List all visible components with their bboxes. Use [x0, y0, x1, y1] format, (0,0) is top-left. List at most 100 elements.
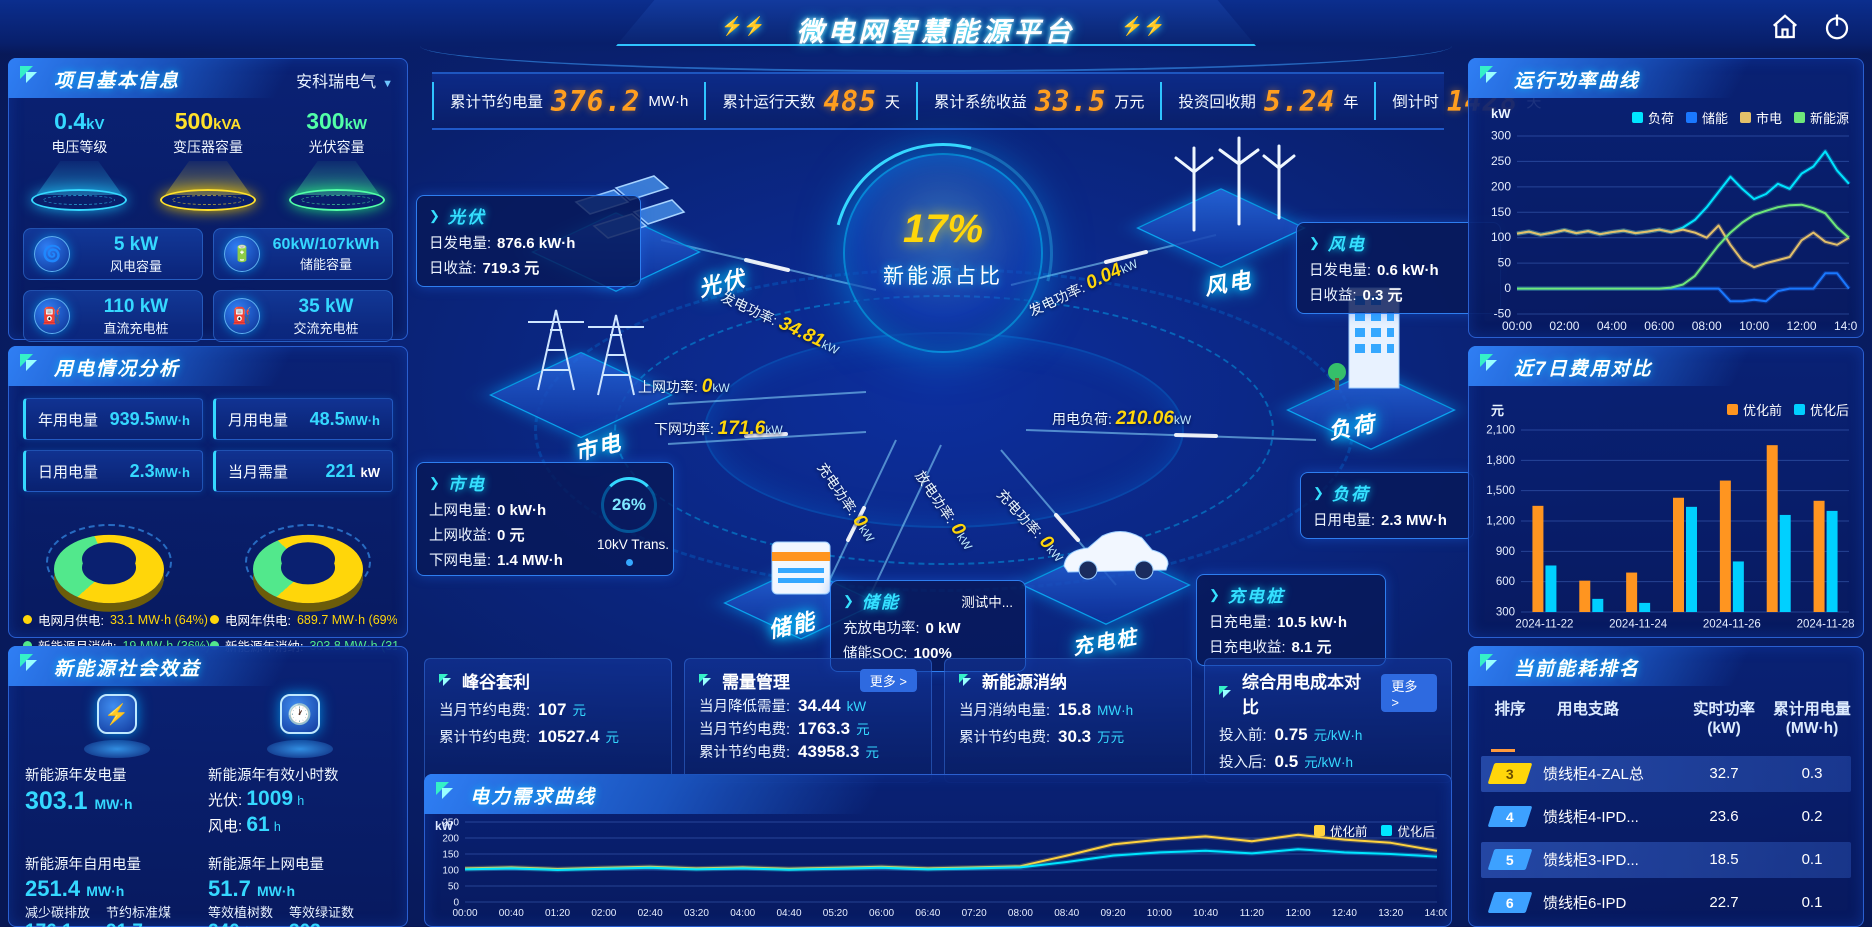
power-icon[interactable]	[1822, 12, 1852, 42]
svg-text:00:00: 00:00	[452, 908, 477, 919]
svg-text:09:20: 09:20	[1100, 908, 1125, 919]
capacity-card-storage: 🔋 60kW/107kWh 储能容量	[213, 228, 393, 280]
stat-year-usage: 年用电量 939.5MW·h	[23, 398, 203, 440]
testing-badge: 测试中...	[961, 594, 1013, 610]
svg-text:1,800: 1,800	[1486, 455, 1515, 467]
svg-text:1,200: 1,200	[1486, 516, 1515, 528]
charger-card: ❯ 充电桩 日充电量: 10.5 kW·h 日充电收益: 8.1 元	[1196, 574, 1386, 666]
svg-text:0: 0	[1504, 281, 1511, 295]
pedestal-pv: 300kW 光伏容量	[278, 108, 396, 218]
svg-text:00:40: 00:40	[499, 908, 524, 919]
panel-project-info: 项目基本信息 安科瑞电气 ▼ 0.4kV 电压等级 500kVA 变压器容量 30…	[8, 58, 408, 342]
renewable-percent: 17%	[902, 207, 984, 251]
capacity-card-ac-charger: ⛽ 35 kW 交流充电桩	[213, 290, 393, 342]
card-corner-icon	[699, 673, 713, 688]
card-demand-mgmt: 需量管理 更多 > 当月降低需量: 34.44 kW 当月节约电费: 1763.3 元…	[684, 658, 932, 783]
transformer-label: 10kV Trans.	[596, 537, 669, 552]
home-icon[interactable]	[1770, 12, 1800, 42]
battery-icon: 🔋	[224, 236, 260, 272]
svg-text:250: 250	[1491, 154, 1511, 168]
panel-cost-compare: 近7日费用对比 元 优化前 优化后 2,100 1,800 1,500 1,200 900…	[1468, 346, 1864, 638]
legend-item: 优化前	[1726, 400, 1782, 419]
svg-text:06:00: 06:00	[869, 908, 894, 919]
svg-text:-50: -50	[1494, 307, 1512, 321]
svg-text:1,500: 1,500	[1486, 485, 1515, 497]
svg-text:08:40: 08:40	[1054, 908, 1079, 919]
wind-turbine-icon: 🌀	[34, 236, 70, 272]
demand-legend: 优化前 优化后	[1313, 821, 1435, 840]
capacity-card-dc-charger: ⛽ 110 kW 直流充电桩	[23, 290, 203, 342]
svg-text:150: 150	[1491, 205, 1511, 219]
panel-power-usage: 用电情况分析 年用电量 939.5MW·h 月用电量 48.5MW·h 日用电量 2.…	[8, 346, 408, 654]
clock-icon: 🕐	[279, 694, 320, 734]
legend-item: 优化前	[1313, 821, 1367, 840]
lightning-icon: ⚡⚡	[721, 16, 766, 36]
scroll-indicator	[1491, 748, 1515, 752]
company-dropdown[interactable]: 安科瑞电气 ▼	[296, 68, 393, 92]
svg-text:13:20: 13:20	[1378, 908, 1403, 919]
panel-title: 项目基本信息	[54, 71, 181, 92]
svg-text:2024-11-24: 2024-11-24	[1609, 619, 1668, 631]
legend-item: 负荷	[1631, 108, 1674, 127]
svg-text:02:00: 02:00	[1549, 319, 1579, 333]
card-peak-valley: 峰谷套利 当月节约电费: 107 元 累计节约电费: 10527.4 元	[424, 658, 672, 783]
svg-text:2024-11-22: 2024-11-22	[1515, 619, 1573, 631]
donut-year-chart	[243, 508, 373, 604]
header-plate	[616, 0, 1256, 46]
legend-item: 市电	[1739, 108, 1782, 127]
table-row: 6 馈线柜6-IPD 22.7 0.1	[1481, 885, 1851, 921]
svg-text:08:00: 08:00	[1692, 319, 1722, 333]
svg-text:04:00: 04:00	[730, 908, 755, 919]
load-card: ❯ 负荷 日用电量: 2.3 MW·h	[1300, 472, 1474, 539]
panel-social-benefit: 新能源社会效益 ⚡ 新能源年发电量 303.1 MW·h 🕐 新能源年有效小时数…	[8, 646, 408, 927]
center-sphere: 17% 新能源占比	[843, 153, 1043, 353]
lightning-badge-icon: ⚡	[96, 694, 137, 734]
svg-text:03:20: 03:20	[684, 908, 709, 919]
svg-text:2024-11-26: 2024-11-26	[1703, 619, 1761, 631]
flow-load-power: 用电负荷: 210.06kW	[1052, 408, 1192, 429]
benefit-hours: 🕐 新能源年有效小时数 光伏: 1009 h 风电: 61 h	[208, 694, 391, 837]
kpi-bar: 累计节约电量 376.2 MW·h 累计运行天数 485 天 累计系统收益 33.5 万元 …	[432, 72, 1541, 130]
svg-text:50: 50	[1498, 256, 1512, 270]
more-button[interactable]: 更多 >	[1381, 674, 1437, 712]
arrow-icon: ❯	[843, 592, 854, 608]
svg-text:14:00: 14:00	[1424, 908, 1447, 919]
donut-month-chart	[44, 508, 174, 604]
panel-energy-ranking: 当前能耗排名 排序 用电支路 实时功率 (kW) 累计用电量 (MW·h) 3 馈线…	[1468, 646, 1864, 927]
pedestal-transformer: 500kVA 变压器容量	[149, 108, 267, 218]
benefit-self-use: 新能源年自用电量 251.4 MW·h 减少碳排放176.1 t 节约标准煤91…	[25, 857, 172, 927]
svg-text:300: 300	[1496, 607, 1515, 619]
svg-text:50: 50	[448, 882, 460, 893]
svg-text:06:40: 06:40	[915, 908, 940, 919]
legend-item: 新能源	[1793, 108, 1849, 127]
more-button[interactable]: 更多 >	[859, 669, 917, 692]
panel-corner-icon	[20, 654, 40, 674]
card-renewable-consumption: 新能源消纳 当月消纳电量: 15.8 MW·h 累计节约电费: 30.3 万元	[944, 658, 1192, 783]
energy-flow-scene: 光伏 风电 市电 负荷 储能 充电桩 17% 新能源占比	[416, 136, 1501, 672]
svg-text:01:20: 01:20	[545, 908, 570, 919]
arrow-icon: ❯	[429, 474, 440, 490]
battery-cabinet-icon	[771, 541, 831, 595]
legend-item: 优化后	[1793, 400, 1849, 419]
page-title: 微电网智慧能源平台	[796, 17, 1076, 47]
panel-corner-icon	[1480, 354, 1500, 374]
card-corner-icon	[1219, 686, 1233, 700]
svg-text:12:00: 12:00	[1787, 319, 1817, 333]
svg-text:12:00: 12:00	[1286, 908, 1311, 919]
svg-text:100: 100	[1491, 230, 1511, 244]
legend-grid-month: 电网月供电: 33.1 MW·h (64%)	[23, 610, 210, 629]
svg-text:08:00: 08:00	[1008, 908, 1033, 919]
stat-day-usage: 日用电量 2.3MW·h	[23, 450, 203, 492]
svg-text:150: 150	[442, 850, 459, 861]
panel-corner-icon	[20, 354, 40, 374]
panel-corner-icon	[1480, 66, 1500, 86]
kpi-revenue: 累计系统收益 33.5 万元	[915, 82, 1160, 120]
svg-text:07:20: 07:20	[962, 908, 987, 919]
flow-from-grid-power: 下网功率: 171.6kW	[654, 418, 783, 439]
y-axis-unit: 元	[1491, 403, 1505, 418]
svg-text:02:40: 02:40	[638, 908, 663, 919]
svg-text:02:00: 02:00	[591, 908, 616, 919]
svg-text:12:40: 12:40	[1332, 908, 1357, 919]
